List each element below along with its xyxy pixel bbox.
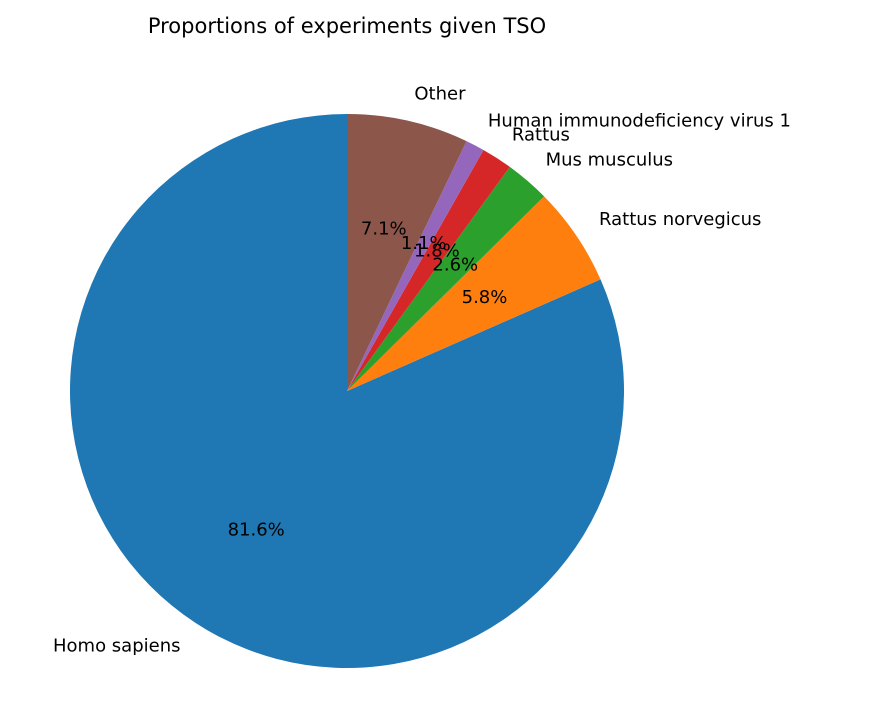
pie-slice — [70, 114, 625, 668]
pie-percent-label: 7.1% — [361, 218, 407, 239]
pie-percent-labels: 81.6% 5.8% 2.6%1.8%1.1%7.1% — [228, 218, 508, 540]
chart-title: Proportions of experiments given TSO — [148, 14, 546, 38]
pie-slices — [70, 114, 625, 668]
pie-slice — [347, 114, 467, 391]
pie-slice — [347, 141, 484, 391]
pie-slice-label: Human immunodeficiency virus 1 — [488, 110, 791, 131]
pie-slice — [347, 196, 601, 391]
pie-percent-label: 5.8% — [462, 287, 508, 308]
pie-percent-label: 2.6% — [432, 255, 478, 276]
pie-slice-label: Rattus — [512, 124, 570, 145]
pie-labels: Homo sapiens Rattus norvegicus Mus musculu… — [53, 83, 791, 656]
pie-slice-label: Other — [414, 83, 466, 104]
pie-slice-label: Mus musculus — [546, 149, 673, 170]
pie-slice-label: Rattus norvegicus — [599, 209, 761, 230]
pie-percent-label: 1.8% — [414, 241, 460, 262]
pie-slice-label: Homo sapiens — [53, 636, 181, 657]
pie-slice — [347, 149, 510, 391]
pie-slice — [347, 166, 545, 391]
pie-percent-label: 1.1% — [401, 233, 447, 254]
pie-percent-label: 81.6% — [228, 520, 285, 541]
